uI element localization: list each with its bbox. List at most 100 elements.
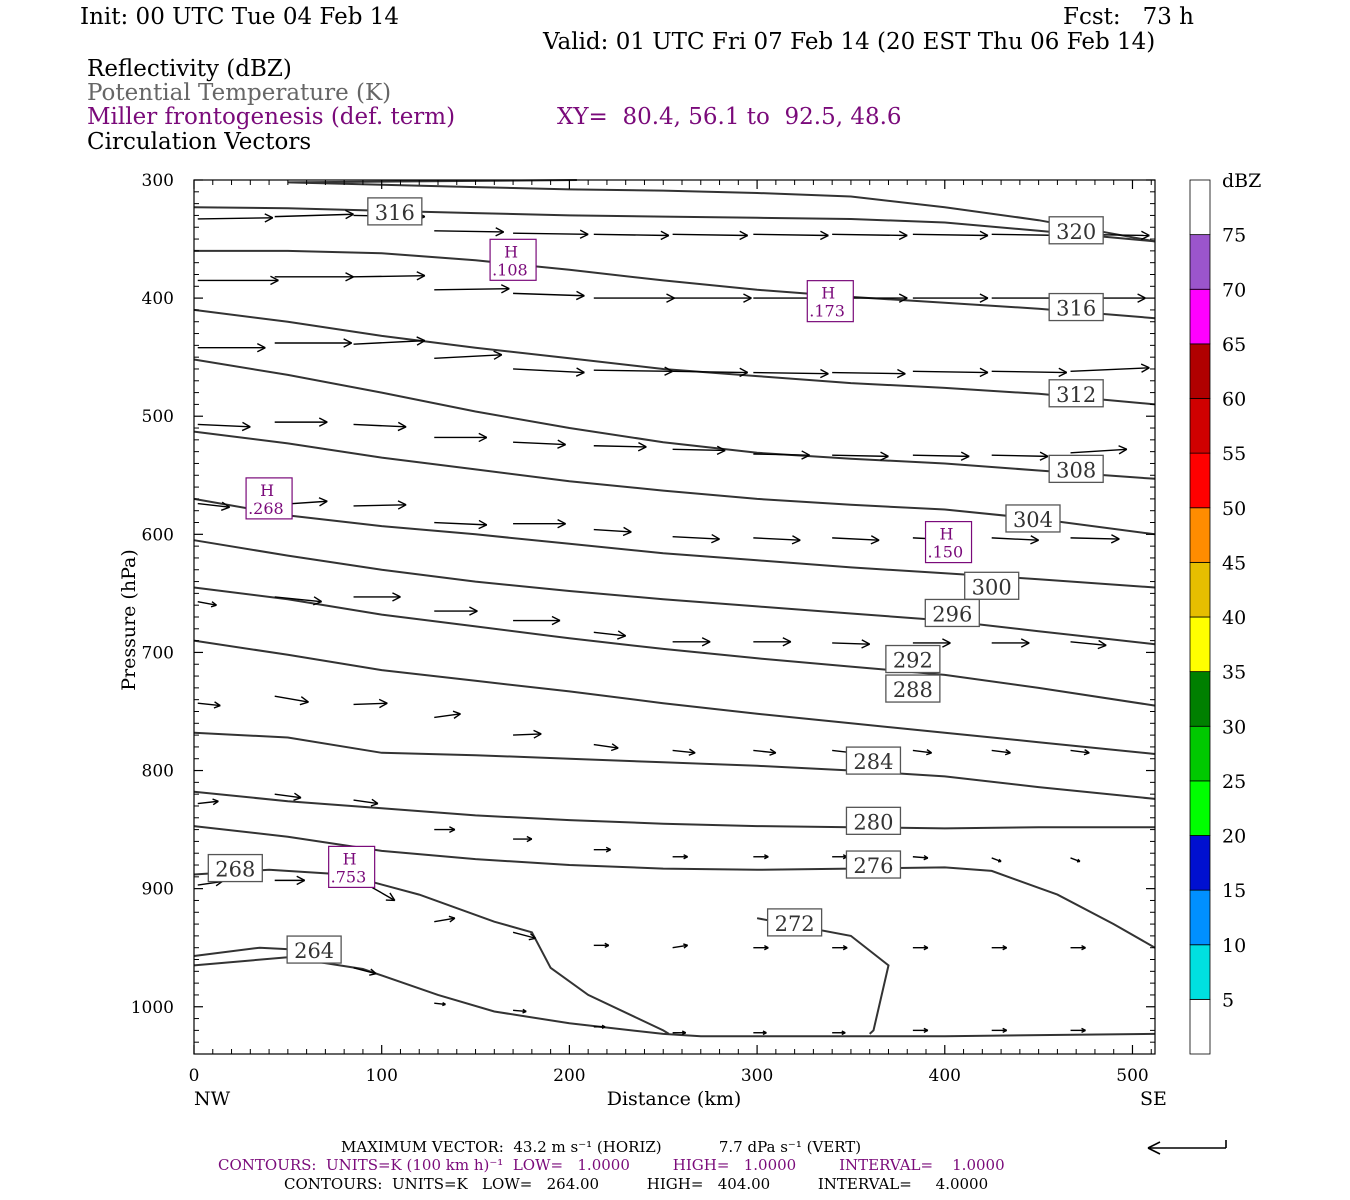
circulation-vector (434, 606, 478, 616)
colorbar-level-label: 10 (1222, 935, 1246, 957)
svg-text:H: H (821, 284, 835, 303)
svg-text:.150: .150 (928, 543, 964, 562)
isentrope-316 (193, 206, 1156, 243)
circulation-vector (513, 1008, 527, 1014)
circulation-vector (1070, 363, 1150, 373)
isentrope-label: 320 (1048, 216, 1104, 245)
circulation-vector (513, 229, 589, 239)
colorbar-cell (1189, 835, 1211, 891)
circulation-vector (274, 792, 302, 801)
y-tick-label: 300 (142, 171, 174, 191)
isentrope-label: 308 (1048, 454, 1104, 484)
circulation-vector (593, 293, 675, 303)
y-axis-label: Pressure (hPa) (118, 549, 140, 691)
isentrope-label: 280 (845, 806, 902, 835)
y-tick-label: 600 (142, 525, 174, 545)
frontogenesis-max: H.753 (328, 845, 376, 888)
circulation-vector (353, 500, 407, 510)
svg-text:320: 320 (1056, 220, 1096, 244)
frontogenesis-max: H.150 (924, 520, 973, 564)
circulation-vector (274, 596, 323, 606)
circulation-vector (672, 854, 688, 860)
circulation-vector (434, 1001, 446, 1007)
circulation-vector (832, 230, 908, 241)
circulation-vector (434, 227, 505, 237)
forecast-hour: Fcst: 73 h (1063, 4, 1194, 30)
isentrope-272 (193, 868, 670, 1035)
circulation-vector (672, 943, 689, 949)
circulation-vector (513, 518, 566, 529)
reflectivity-colorbar: 5 10 15 20 25 30 35 40 45 50 55 60 65 70 75 (1189, 179, 1246, 1055)
svg-text:H: H (343, 849, 357, 868)
colorbar-unit-label: dBZ (1222, 170, 1261, 192)
colorbar-level-label: 5 (1222, 989, 1234, 1011)
circulation-vector (832, 1030, 846, 1036)
circulation-vector (912, 749, 933, 756)
colorbar-cell (1189, 234, 1211, 290)
circulation-vector (197, 501, 231, 511)
circulation-vector (434, 519, 488, 530)
circulation-vector (513, 615, 561, 626)
svg-text:292: 292 (893, 649, 933, 673)
frontogenesis-max: H.173 (806, 280, 854, 323)
circulation-vector (672, 293, 752, 303)
x-tick-label: 400 (929, 1066, 961, 1086)
circulation-vector (353, 967, 377, 976)
circulation-vector (353, 798, 379, 807)
colorbar-level-label: 70 (1222, 279, 1246, 301)
colorbar-level-label: 30 (1222, 716, 1246, 738)
circulation-vector (672, 445, 726, 456)
x-tick-label: 300 (741, 1066, 773, 1086)
colorbar-cell (1189, 507, 1211, 563)
frontogenesis-max: H.108 (489, 238, 537, 281)
circulation-vectors (197, 209, 1150, 1036)
colorbar-level-label: 45 (1222, 552, 1246, 574)
circulation-vector (513, 729, 542, 739)
circulation-vector (991, 638, 1030, 648)
isentrope-label: 272 (766, 908, 823, 937)
svg-text:.268: .268 (248, 499, 284, 518)
isentrope-label: 284 (845, 746, 902, 775)
circulation-vector (274, 338, 352, 348)
circulation-vector (434, 432, 488, 443)
circulation-vector (434, 350, 503, 360)
svg-text:276: 276 (853, 854, 893, 878)
svg-text:.108: .108 (492, 260, 528, 279)
colorbar-cell (1189, 288, 1211, 345)
circulation-vector (353, 271, 426, 281)
colorbar-cell (1189, 179, 1211, 236)
isentrope-label: 292 (885, 644, 941, 674)
y-tick-label: 400 (142, 289, 174, 309)
svg-text:H: H (504, 242, 518, 261)
colorbar-level-label: 55 (1222, 443, 1246, 465)
circulation-vector (512, 931, 537, 941)
isentrope-284 (193, 731, 1156, 800)
circulation-vector (274, 695, 309, 706)
circulation-vector (832, 451, 889, 461)
circulation-vector (593, 526, 632, 537)
circulation-vector (1070, 445, 1128, 455)
colorbar-cell (1189, 671, 1211, 727)
init-time: Init: 00 UTC Tue 04 Feb 14 (80, 4, 400, 30)
circulation-vector (753, 368, 829, 379)
circulation-vector (593, 743, 619, 752)
circulation-vector (197, 343, 266, 353)
circulation-vector (353, 421, 407, 432)
y-tick-label: 500 (142, 407, 174, 427)
isentrope-268 (193, 956, 1156, 1038)
svg-text:.173: .173 (809, 302, 845, 321)
colorbar-cell (1189, 725, 1211, 782)
circulation-vector (593, 230, 670, 241)
x-right-end-label: SE (1140, 1088, 1167, 1110)
circulation-vector (753, 748, 777, 756)
isentrope-304 (193, 430, 1156, 536)
circulation-vector (593, 942, 610, 949)
circulation-vector (197, 421, 251, 432)
circulation-vector (1070, 1027, 1086, 1034)
circulation-vector (753, 450, 810, 460)
y-tick-label: 900 (142, 880, 174, 900)
circulation-vector (912, 854, 929, 861)
x-left-end-label: NW (194, 1088, 231, 1110)
